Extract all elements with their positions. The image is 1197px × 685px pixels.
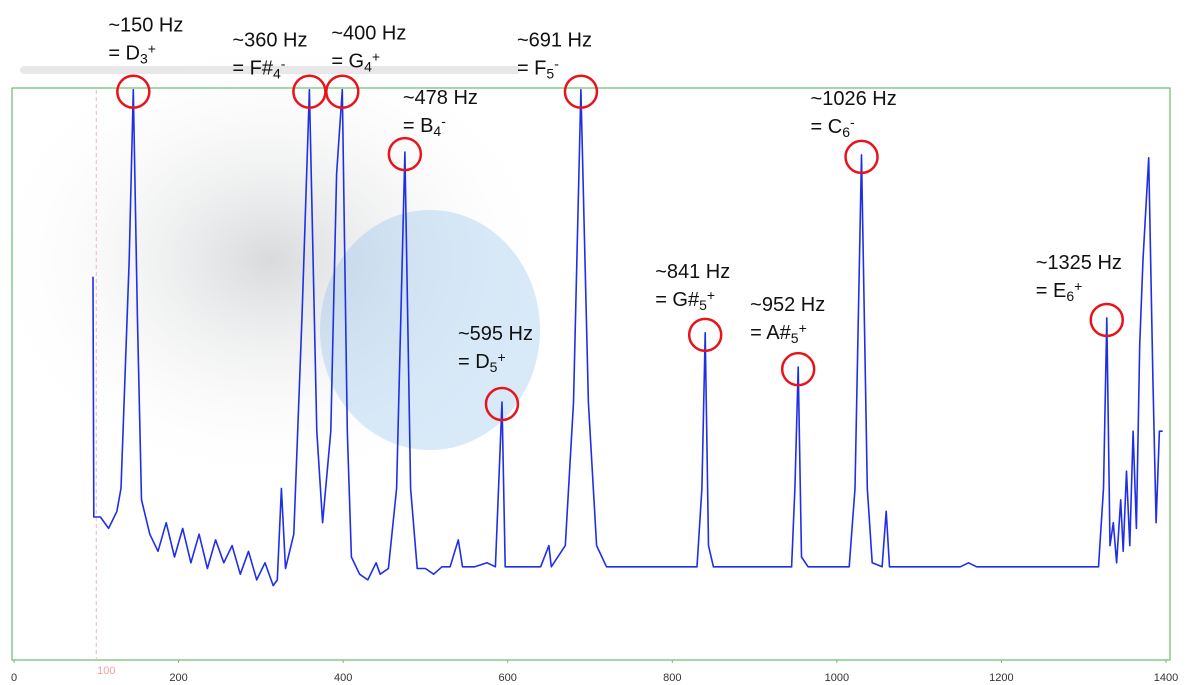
peak-marker	[687, 317, 723, 353]
plot-frame	[11, 87, 1171, 661]
note-octave: 6	[842, 124, 850, 140]
peak-marker	[563, 74, 599, 109]
peak-note: = D3+	[108, 40, 156, 66]
note-name: = D	[458, 351, 490, 373]
note-name: = F#	[232, 58, 273, 80]
x-tick-label: 400	[334, 672, 352, 684]
peak-note: = G4+	[331, 48, 380, 74]
note-octave: 4	[364, 59, 372, 75]
peak-frequency: ~478 Hz	[403, 87, 478, 109]
peak-marker	[844, 139, 879, 175]
note-octave: 6	[1066, 288, 1074, 304]
note-name: = G	[331, 51, 364, 73]
cursor-label: 100	[97, 665, 115, 677]
note-sign: +	[707, 287, 715, 303]
note-name: = E	[1036, 280, 1067, 302]
note-name: = F	[517, 58, 546, 80]
note-sign: -	[850, 114, 855, 130]
x-tick-label: 1000	[825, 672, 849, 684]
note-sign: +	[372, 48, 380, 64]
note-sign: +	[1074, 278, 1082, 294]
x-tick-label: 800	[663, 672, 681, 684]
peak-marker	[116, 74, 151, 109]
background-image	[0, 30, 560, 490]
note-octave: 5	[490, 359, 498, 375]
peak-frequency: ~1325 Hz	[1036, 252, 1122, 274]
note-sign: +	[497, 349, 505, 365]
note-octave: 4	[433, 123, 441, 139]
note-sign: -	[554, 55, 559, 71]
peak-note: = F#4-	[232, 55, 285, 81]
toolbar	[20, 66, 520, 74]
peak-note: = F5-	[517, 55, 559, 81]
peak-marker	[387, 136, 423, 172]
background-image	[320, 210, 540, 450]
x-tick-label: 1400	[1154, 672, 1178, 684]
note-octave: 3	[140, 51, 148, 67]
peak-note: = A#5+	[750, 320, 807, 346]
note-octave: 4	[273, 66, 281, 82]
peak-frequency: ~150 Hz	[108, 15, 183, 37]
peak-note: = G#5+	[655, 287, 715, 313]
note-octave: 5	[699, 297, 707, 313]
note-name: = D	[108, 43, 140, 65]
note-sign: -	[441, 113, 446, 129]
note-octave: 5	[546, 66, 554, 82]
peak-note: = E6+	[1036, 278, 1083, 304]
peak-frequency: ~691 Hz	[517, 30, 592, 52]
x-tick-label: 1200	[989, 672, 1013, 684]
note-name: = A#	[750, 322, 791, 344]
peak-marker	[325, 74, 360, 109]
peak-marker	[780, 351, 816, 387]
x-tick-label: 200	[169, 672, 187, 684]
peak-frequency: ~360 Hz	[232, 30, 307, 52]
peak-frequency: ~952 Hz	[750, 294, 825, 316]
note-name: = C	[811, 116, 843, 138]
peak-frequency: ~841 Hz	[655, 261, 730, 283]
note-sign: +	[148, 40, 156, 56]
note-sign: +	[799, 320, 807, 336]
peak-frequency: ~400 Hz	[331, 23, 406, 45]
peak-marker	[1089, 302, 1125, 338]
note-sign: -	[281, 55, 286, 71]
note-name: = B	[403, 115, 434, 137]
peak-frequency: ~1026 Hz	[811, 88, 897, 110]
peak-frequency: ~595 Hz	[458, 323, 533, 345]
x-tick-label: 600	[499, 672, 517, 684]
x-tick-label: 0	[11, 672, 17, 684]
peak-marker	[484, 386, 520, 422]
note-octave: 5	[791, 330, 799, 346]
peak-note: = D5+	[458, 349, 506, 375]
peak-note: = B4-	[403, 113, 446, 139]
spectrum-line	[92, 88, 1163, 587]
peak-note: = C6-	[811, 114, 855, 140]
note-name: = G#	[655, 289, 700, 311]
